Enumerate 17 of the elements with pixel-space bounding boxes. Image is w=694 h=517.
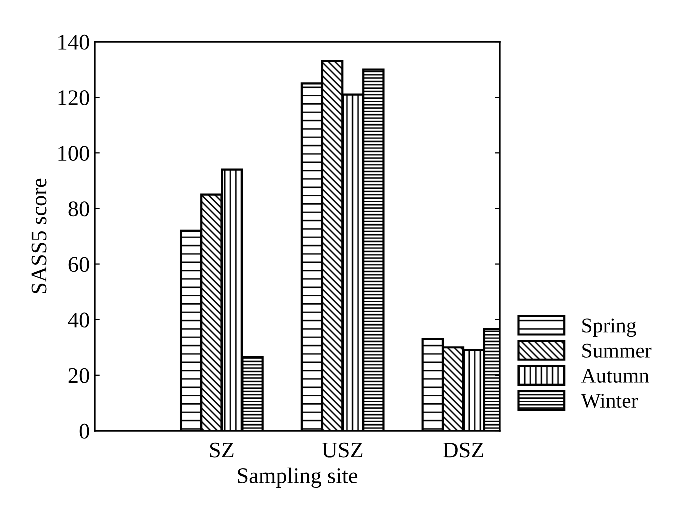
x-tick-label: DSZ (443, 442, 484, 458)
y-tick-label: 40 (68, 312, 90, 328)
y-tick-label: 100 (58, 146, 90, 162)
y-tick-label: 60 (68, 257, 90, 272)
legend-label: Winter (581, 394, 638, 408)
legend-label: Spring (582, 318, 636, 338)
x-axis-title: Sampling site (238, 468, 358, 488)
legend-label: Summer (582, 344, 652, 358)
y-tick-label: 120 (58, 90, 90, 106)
x-tick-label: SZ (210, 442, 234, 458)
y-tick-label: 140 (58, 34, 90, 50)
y-tick-label: 80 (68, 202, 90, 217)
y-tick-label: 0 (80, 424, 90, 439)
legend-label: Autumn (581, 369, 650, 383)
y-tick-label: 20 (68, 368, 90, 384)
y-axis-title: SASS5 score (32, 178, 47, 294)
x-tick-label: USZ (322, 442, 363, 458)
